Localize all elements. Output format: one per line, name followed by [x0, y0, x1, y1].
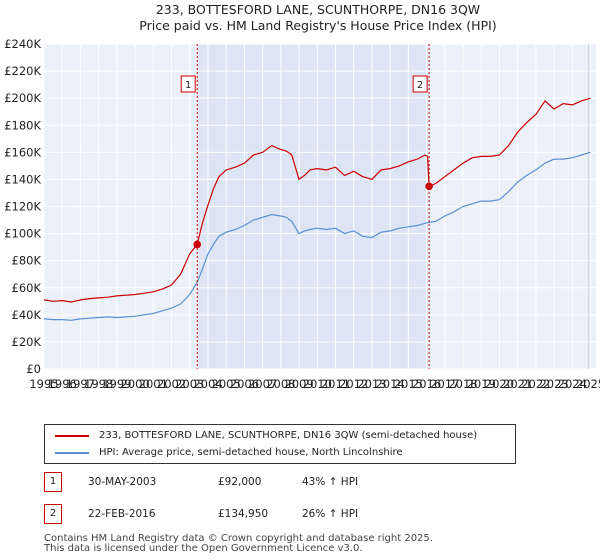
x-tick-label: 2014: [375, 377, 404, 391]
sale-number: 2: [44, 504, 62, 524]
x-tick-label: 2010: [303, 377, 332, 391]
sale-hpi-change: 43% ↑ HPI: [302, 476, 359, 488]
x-tick-label: 2024: [558, 377, 587, 391]
x-tick-label: 2020: [485, 377, 514, 391]
legend-swatch-red: [55, 435, 89, 437]
sale-date: 30-MAY-2003: [88, 476, 157, 488]
x-tick-label: 2007: [248, 377, 277, 391]
footer-copyright: Contains HM Land Registry data © Crown c…: [44, 533, 433, 544]
grid: [43, 43, 596, 370]
sale-price: £92,000: [218, 476, 262, 488]
x-tick-label: 2022: [521, 377, 550, 391]
series-line: [43, 97, 591, 303]
x-tick-label: 2004: [193, 377, 222, 391]
y-tick-label: £200K: [4, 91, 41, 105]
y-tick-label: £120K: [4, 200, 41, 214]
x-tick-label: 2021: [503, 377, 532, 391]
sale-date: 22-FEB-2016: [88, 508, 156, 520]
y-tick-label: £180K: [4, 118, 41, 132]
x-tick-label: 2012: [339, 377, 368, 391]
x-tick-label: 2008: [266, 377, 295, 391]
x-tick-label: 1996: [48, 377, 77, 391]
y-tick-label: £220K: [4, 64, 41, 78]
y-tick-label: £80K: [12, 254, 42, 268]
x-tick-label: 1995: [29, 377, 58, 391]
sale-number: 1: [44, 472, 62, 492]
chart-subtitle: Price paid vs. HM Land Registry's House …: [139, 18, 496, 33]
sale-label-box: [180, 75, 196, 93]
x-tick-label: 1997: [66, 377, 95, 391]
chart: 233, BOTTESFORD LANE, SCUNTHORPE, DN16 3…: [4, 2, 600, 391]
x-tick-label: 2009: [284, 377, 313, 391]
x-tick-label: 2017: [430, 377, 459, 391]
y-tick-label: £40K: [12, 308, 42, 322]
x-tick-label: 2025: [576, 377, 600, 391]
sale-point: [425, 182, 433, 191]
x-tick-label: 2005: [212, 377, 241, 391]
x-tick-label: 2002: [157, 377, 186, 391]
sale-label: 1: [185, 80, 191, 91]
chart-title: 233, BOTTESFORD LANE, SCUNTHORPE, DN16 3…: [156, 2, 480, 17]
sale-point: [193, 240, 202, 249]
x-tick-label: 2013: [357, 377, 386, 391]
x-tick-label: 2001: [139, 377, 168, 391]
legend-label-hpi: HPI: Average price, semi-detached house,…: [99, 447, 403, 458]
x-tick-label: 2003: [175, 377, 204, 391]
y-tick-label: £240K: [4, 37, 41, 51]
x-tick-label: 2015: [394, 377, 423, 391]
sale-hpi-change: 26% ↑ HPI: [302, 508, 359, 520]
x-tick-label: 2019: [467, 377, 496, 391]
legend: 233, BOTTESFORD LANE, SCUNTHORPE, DN16 3…: [44, 424, 516, 464]
x-tick-label: 2023: [539, 377, 568, 391]
series-line: [43, 151, 591, 321]
x-tick-label: 2016: [412, 377, 441, 391]
y-tick-label: £60K: [12, 281, 42, 295]
x-tick-label: 1998: [84, 377, 113, 391]
x-tick-label: 2000: [120, 377, 149, 391]
y-tick-label: £0: [26, 362, 41, 376]
y-tick-label: £20K: [12, 335, 42, 349]
y-tick-label: £160K: [4, 145, 41, 159]
x-tick-label: 2011: [321, 377, 350, 391]
sale-price: £134,950: [218, 508, 269, 520]
footer: Contains HM Land Registry data © Crown c…: [44, 534, 433, 554]
x-tick-label: 1999: [102, 377, 131, 391]
footer-licence: This data is licensed under the Open Gov…: [44, 543, 363, 554]
y-tick-label: £100K: [4, 227, 41, 241]
series-lines: [43, 97, 591, 321]
sale-label: 2: [417, 80, 423, 91]
legend-label-property: 233, BOTTESFORD LANE, SCUNTHORPE, DN16 3…: [99, 430, 478, 441]
y-tick-label: £140K: [4, 172, 41, 186]
x-tick-label: 2006: [230, 377, 259, 391]
legend-swatch-blue: [55, 452, 89, 454]
axes: £0 £20K £40K £60K £80K £100K £120K £140K £160K £1…: [4, 37, 600, 391]
sale-label-box: [412, 75, 428, 93]
x-tick-label: 2018: [448, 377, 477, 391]
